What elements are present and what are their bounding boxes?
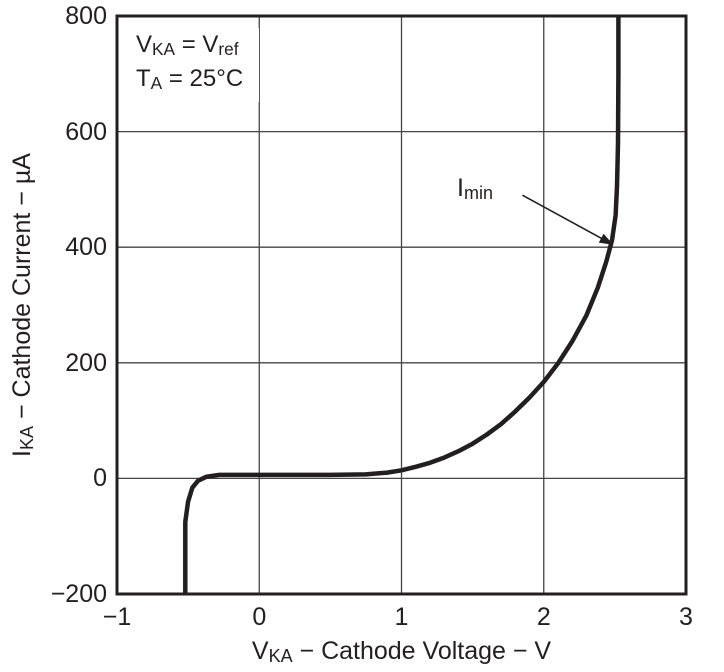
x-tick-label: 1 bbox=[394, 603, 409, 631]
imin-arrow-line bbox=[522, 194, 608, 243]
y-tick-label: −200 bbox=[50, 580, 107, 608]
condition-line-temperature: TA = 25°C bbox=[136, 65, 244, 94]
test-conditions-annotation: VKA = Vref TA = 25°C bbox=[130, 28, 260, 103]
y-tick-label: 0 bbox=[93, 464, 107, 493]
condition-line-vka: VKA = Vref bbox=[136, 31, 239, 60]
plot-border bbox=[115, 14, 688, 596]
y-tick-label: 400 bbox=[65, 233, 107, 262]
x-tick-label: −1 bbox=[102, 603, 132, 631]
y-tick-label: 200 bbox=[65, 348, 107, 377]
iv-curve bbox=[183, 16, 621, 594]
imin-annotation-label: Imin bbox=[457, 174, 493, 208]
y-axis-title: IKA − Cathode Current − µA bbox=[8, 153, 38, 457]
x-axis-title: VKA − Cathode Voltage − V bbox=[251, 637, 552, 667]
x-tick-label: 2 bbox=[536, 603, 551, 631]
y-tick-label: 600 bbox=[65, 117, 107, 146]
imin-arrowhead bbox=[598, 233, 614, 245]
y-tick-label: 800 bbox=[65, 2, 107, 30]
x-tick-label: 3 bbox=[679, 603, 693, 631]
x-tick-label: 0 bbox=[252, 603, 267, 631]
